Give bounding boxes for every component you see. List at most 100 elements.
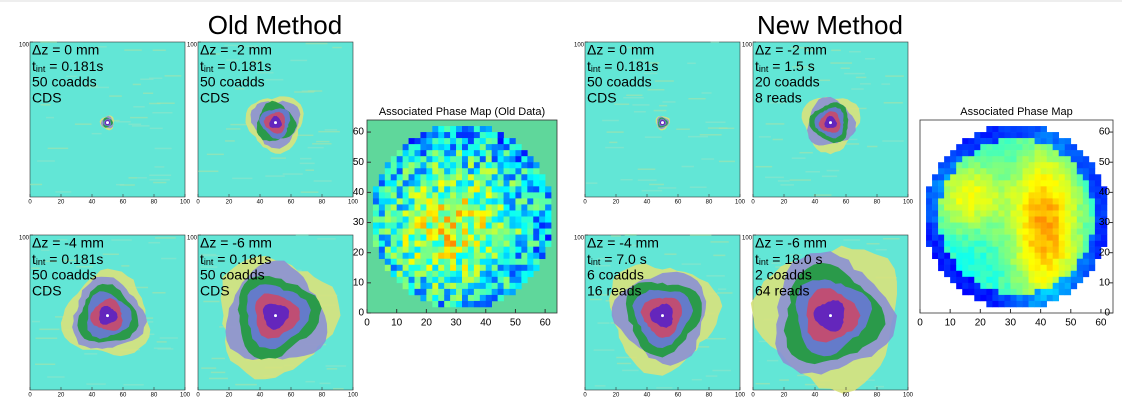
phase-cell bbox=[467, 180, 475, 187]
phase-cell bbox=[414, 174, 421, 181]
phase-cell bbox=[456, 198, 463, 205]
phase-cell bbox=[444, 288, 451, 296]
phase-cell bbox=[1010, 192, 1017, 199]
panel-line: 8 reads bbox=[755, 90, 802, 106]
phase-cell bbox=[1052, 234, 1060, 241]
phase-cell bbox=[956, 144, 963, 151]
phase-cell bbox=[1058, 192, 1066, 199]
phase-cell bbox=[992, 204, 999, 211]
phase-cell bbox=[1022, 282, 1029, 290]
psf-core bbox=[105, 120, 110, 126]
phase-cell bbox=[432, 198, 439, 205]
phase-cell bbox=[962, 276, 969, 284]
phase-cell bbox=[1058, 222, 1066, 229]
phase-cell bbox=[1058, 216, 1066, 223]
phase-cell bbox=[462, 144, 469, 151]
phase-cell bbox=[408, 192, 415, 199]
phase-cell bbox=[509, 162, 516, 169]
noise bbox=[712, 369, 731, 372]
phase-cell bbox=[1004, 228, 1011, 235]
noise bbox=[200, 253, 217, 256]
phase-cell bbox=[1004, 252, 1011, 260]
phase-cell bbox=[1094, 180, 1102, 187]
phase-cell bbox=[432, 192, 439, 199]
phase-cell bbox=[450, 282, 457, 290]
phase-cell bbox=[515, 222, 522, 229]
phase-cell bbox=[426, 192, 433, 199]
panel-line: 50 coadds bbox=[200, 267, 265, 283]
phase-cell bbox=[545, 228, 552, 235]
dz-label: Δz = -6 mm bbox=[200, 235, 272, 251]
phase-cell bbox=[1028, 156, 1035, 163]
noise bbox=[706, 275, 725, 277]
x-tick-label: 40 bbox=[644, 200, 651, 206]
phase-cell bbox=[390, 216, 397, 223]
phase-cell bbox=[384, 216, 392, 223]
phase-cell bbox=[491, 180, 498, 187]
phase-cell bbox=[533, 258, 540, 266]
panel-line: 2 coadds bbox=[755, 267, 812, 283]
section-title: New Method bbox=[757, 10, 903, 40]
phase-cell bbox=[372, 186, 380, 193]
phase-cell bbox=[962, 210, 969, 217]
phase-cell bbox=[503, 282, 510, 290]
phase-cell bbox=[473, 204, 481, 211]
phase-cell bbox=[980, 168, 987, 175]
phase-cell bbox=[1058, 258, 1066, 266]
phase-cell bbox=[980, 216, 987, 223]
phase-cell bbox=[962, 180, 969, 187]
phase-cell bbox=[962, 228, 969, 235]
phase-cell bbox=[1052, 192, 1060, 199]
phase-cell bbox=[485, 264, 492, 272]
phase-cell bbox=[1088, 252, 1096, 260]
phase-cell bbox=[1034, 126, 1041, 133]
phase-cell bbox=[1004, 126, 1011, 133]
phase-cell bbox=[1022, 162, 1029, 169]
phase-cell bbox=[998, 282, 1005, 290]
phase-cell bbox=[509, 234, 516, 241]
phase-cell bbox=[491, 216, 498, 223]
phase-cell bbox=[962, 240, 969, 247]
phase-cell bbox=[384, 192, 392, 199]
phase-cell bbox=[396, 222, 403, 229]
phase-cell bbox=[444, 294, 451, 302]
phase-cell bbox=[426, 246, 433, 253]
phase-cell bbox=[1100, 216, 1108, 223]
noise bbox=[780, 184, 795, 186]
phase-cell bbox=[491, 132, 498, 139]
phase-cell bbox=[467, 288, 475, 296]
phase-cell bbox=[503, 288, 510, 296]
phase-cell bbox=[509, 150, 516, 157]
phase-cell bbox=[420, 150, 427, 157]
phase-cell bbox=[1034, 264, 1041, 272]
noise bbox=[766, 359, 779, 362]
phase-cell bbox=[974, 132, 981, 139]
phase-cell bbox=[1088, 204, 1096, 211]
phase-cell bbox=[426, 216, 433, 223]
phase-cell bbox=[521, 216, 528, 223]
phase-cell bbox=[438, 264, 445, 272]
noise bbox=[623, 96, 644, 99]
phase-cell bbox=[378, 222, 386, 229]
phase-cell bbox=[485, 240, 492, 247]
noise bbox=[585, 182, 598, 184]
noise bbox=[653, 109, 667, 112]
phase-cell bbox=[1022, 144, 1029, 151]
phase-cell bbox=[390, 204, 397, 211]
noise bbox=[840, 143, 860, 145]
phase-cell bbox=[974, 294, 981, 302]
phase-cell bbox=[473, 216, 481, 223]
phase-cell bbox=[432, 222, 439, 229]
phase-cell bbox=[408, 204, 415, 211]
noise bbox=[319, 382, 331, 385]
phase-cell bbox=[1070, 162, 1078, 169]
phase-cell bbox=[426, 252, 433, 260]
phase-cell bbox=[456, 210, 463, 217]
phase-cell bbox=[467, 174, 475, 181]
x-tick-label: 10 bbox=[391, 318, 403, 329]
phase-cell bbox=[479, 162, 487, 169]
x-tick-label: 80 bbox=[706, 393, 713, 399]
phase-cell bbox=[1094, 186, 1102, 193]
noise bbox=[325, 365, 347, 367]
phase-cell bbox=[1040, 270, 1047, 278]
